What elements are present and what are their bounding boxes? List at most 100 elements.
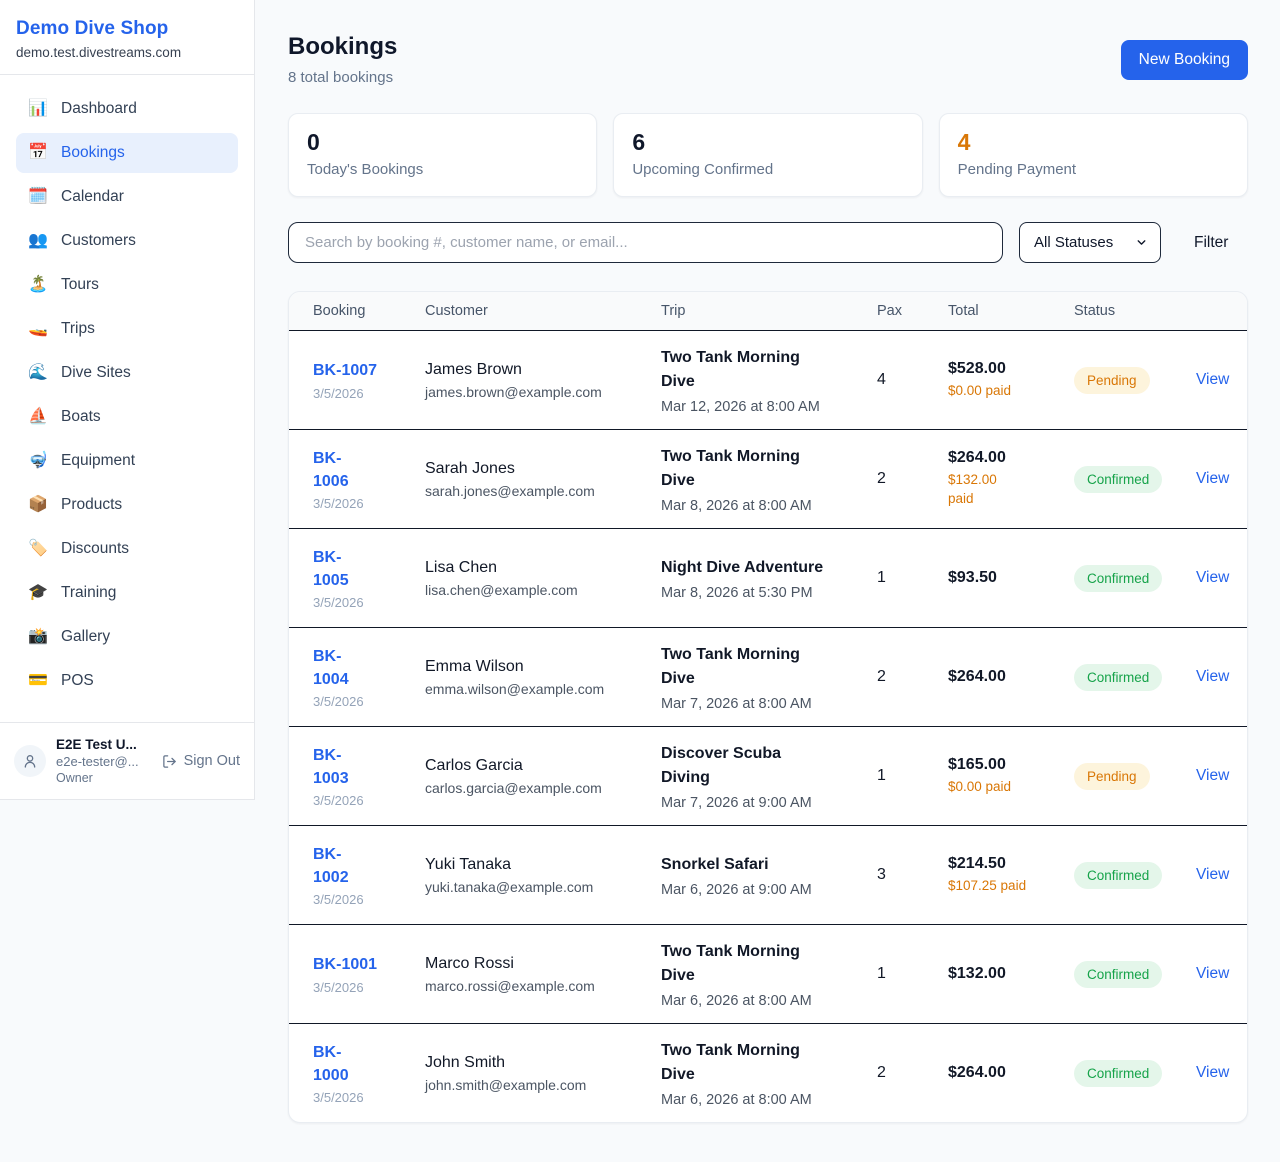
page-header: Bookings 8 total bookings New Booking xyxy=(288,0,1248,86)
view-link[interactable]: View xyxy=(1196,569,1230,586)
table-row: BK- 1005 3/5/2026 Lisa Chen lisa.chen@ex… xyxy=(289,528,1247,627)
view-link[interactable]: View xyxy=(1196,1064,1230,1081)
pax-count: 1 xyxy=(877,569,886,586)
status-select[interactable]: All Statuses xyxy=(1019,222,1161,263)
booking-id-link[interactable]: BK- 1006 xyxy=(313,449,349,490)
trip-name: Discover Scuba Diving xyxy=(661,744,782,786)
total-amount: $528.00 xyxy=(948,359,1006,377)
status-badge: Pending xyxy=(1074,366,1150,394)
total-amount: $132.00 xyxy=(948,965,1006,982)
trip-datetime: Mar 6, 2026 at 8:00 AM xyxy=(661,992,812,1009)
total-amount: $264.00 xyxy=(948,449,1006,467)
total-amount: $264.00 xyxy=(948,1064,1006,1081)
sidebar-item-dashboard[interactable]: 📊 Dashboard xyxy=(28,100,137,117)
total-amount: $93.50 xyxy=(948,569,997,586)
filter-button[interactable]: Filter xyxy=(1194,233,1229,251)
booking-id-link[interactable]: BK- 1003 xyxy=(313,746,349,787)
credit-card-icon: 💳 xyxy=(28,672,48,689)
booking-date: 3/5/2026 xyxy=(313,892,364,908)
sidebar-item-customers[interactable]: 👥 Customers xyxy=(28,232,136,249)
table-row: BK- 1004 3/5/2026 Emma Wilson emma.wilso… xyxy=(289,627,1247,726)
customer-email: carlos.garcia@example.com xyxy=(425,779,602,796)
column-header-customer: Customer xyxy=(425,303,488,319)
trip-name: Two Tank Morning Dive xyxy=(661,447,800,489)
spiral-calendar-icon: 🗓️ xyxy=(28,188,48,205)
pax-count: 3 xyxy=(877,866,886,883)
sidebar-item-bookings[interactable]: 📅 Bookings xyxy=(16,133,238,173)
column-header-booking: Booking xyxy=(313,303,366,319)
filter-row: All Statuses Filter xyxy=(288,222,1248,263)
sidebar-item-equipment[interactable]: 🤿 Equipment xyxy=(28,452,136,469)
booking-id-link[interactable]: BK- 1000 xyxy=(313,1043,349,1084)
status-badge: Confirmed xyxy=(1074,861,1163,889)
booking-id-link[interactable]: BK- 1005 xyxy=(313,548,349,589)
sidebar-item-dive-sites[interactable]: 🌊 Dive Sites xyxy=(28,364,131,381)
customer-email: sarah.jones@example.com xyxy=(425,482,595,499)
customer-email: marco.rossi@example.com xyxy=(425,977,595,994)
view-link[interactable]: View xyxy=(1196,965,1230,982)
view-link[interactable]: View xyxy=(1196,866,1230,883)
booking-id-link[interactable]: BK-1001 xyxy=(313,956,378,974)
sidebar-item-discounts[interactable]: 🏷️ Discounts xyxy=(28,540,130,557)
booking-date: 3/5/2026 xyxy=(313,793,364,809)
shop-domain: demo.test.divestreams.com xyxy=(16,45,182,60)
sidebar-item-calendar[interactable]: 🗓️ Calendar xyxy=(28,188,124,205)
table-row: BK-1001 3/5/2026 Marco Rossi marco.rossi… xyxy=(289,924,1247,1023)
search-input[interactable] xyxy=(288,222,1003,263)
status-badge: Pending xyxy=(1074,762,1150,790)
paid-amount: $0.00 paid xyxy=(948,382,1012,398)
pax-count: 1 xyxy=(877,767,886,784)
stat-value: 4 xyxy=(957,129,971,155)
stat-label: Pending Payment xyxy=(957,161,1077,178)
sidebar-item-pos[interactable]: 💳 POS xyxy=(28,672,94,689)
trip-name: Two Tank Morning Dive xyxy=(661,645,800,687)
sidebar-nav: 📊 Dashboard 📅 Bookings 🗓️ Calendar 👥 Cus… xyxy=(0,75,254,722)
column-header-pax: Pax xyxy=(877,303,902,319)
table-row: BK- 1000 3/5/2026 John Smith john.smith@… xyxy=(289,1023,1247,1122)
diving-mask-icon: 🤿 xyxy=(28,452,48,469)
trip-datetime: Mar 8, 2026 at 5:30 PM xyxy=(661,584,813,601)
sidebar-item-products[interactable]: 📦 Products xyxy=(28,496,123,513)
sidebar-item-training[interactable]: 🎓 Training xyxy=(28,584,117,601)
sidebar-item-trips[interactable]: 🚤 Trips xyxy=(28,320,95,337)
trip-datetime: Mar 7, 2026 at 8:00 AM xyxy=(661,695,812,712)
customer-name: Marco Rossi xyxy=(425,954,514,972)
paid-amount: $107.25 paid xyxy=(948,877,1027,893)
total-amount: $165.00 xyxy=(948,755,1006,773)
pax-count: 1 xyxy=(877,965,886,982)
stat-value: 0 xyxy=(307,129,320,155)
camera-icon: 📸 xyxy=(28,628,48,645)
status-badge: Confirmed xyxy=(1074,663,1163,691)
column-header-trip: Trip xyxy=(661,303,686,319)
view-link[interactable]: View xyxy=(1196,668,1230,685)
booking-id-link[interactable]: BK- 1002 xyxy=(313,845,349,886)
stat-label: Upcoming Confirmed xyxy=(632,161,774,178)
customer-email: lisa.chen@example.com xyxy=(425,581,578,598)
sidebar-item-tours[interactable]: 🏝️ Tours xyxy=(28,276,99,293)
sidebar-item-gallery[interactable]: 📸 Gallery xyxy=(28,628,111,645)
new-booking-button[interactable]: New Booking xyxy=(1120,40,1248,80)
booking-id-link[interactable]: BK- 1004 xyxy=(313,647,349,688)
status-badge: Confirmed xyxy=(1074,564,1163,592)
view-link[interactable]: View xyxy=(1196,470,1230,487)
wave-icon: 🌊 xyxy=(28,364,48,381)
stat-value: 6 xyxy=(632,129,646,155)
stat-card: 6 Upcoming Confirmed xyxy=(613,113,923,197)
avatar xyxy=(14,745,46,777)
sign-out-label: Sign Out xyxy=(183,753,240,769)
trip-name: Two Tank Morning Dive xyxy=(661,1041,800,1083)
sidebar-item-boats[interactable]: ⛵ Boats xyxy=(28,408,101,425)
page-subtitle: 8 total bookings xyxy=(288,69,394,86)
sign-out-button[interactable]: Sign Out xyxy=(162,753,240,769)
stats-row: 0 Today's Bookings 6 Upcoming Confirmed … xyxy=(288,113,1248,197)
customer-name: Yuki Tanaka xyxy=(425,855,511,873)
booking-date: 3/5/2026 xyxy=(313,694,364,710)
sailboat-icon: ⛵ xyxy=(28,408,48,425)
sidebar-footer: E2E Test U... e2e-tester@... Owner Sign … xyxy=(0,722,254,799)
booking-id-link[interactable]: BK-1007 xyxy=(313,362,378,380)
customer-email: john.smith@example.com xyxy=(425,1076,587,1093)
view-link[interactable]: View xyxy=(1196,371,1230,388)
customer-name: Carlos Garcia xyxy=(425,756,523,774)
view-link[interactable]: View xyxy=(1196,767,1230,784)
pax-count: 2 xyxy=(877,668,886,685)
